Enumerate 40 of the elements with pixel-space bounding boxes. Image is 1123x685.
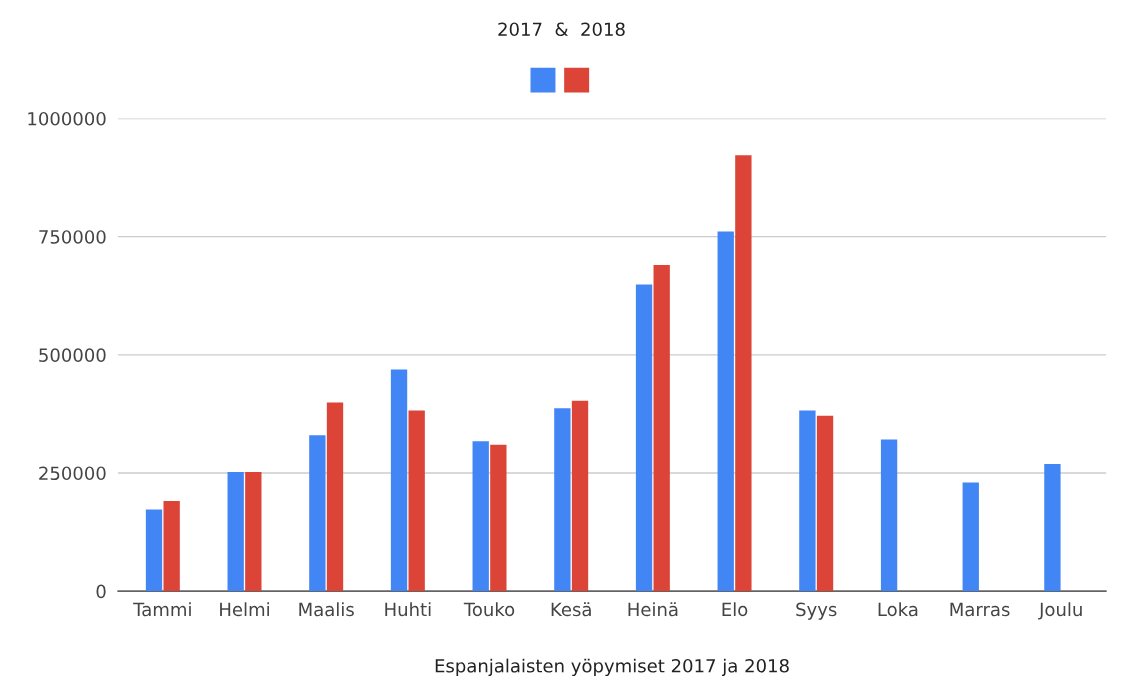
x-tick-label: Helmi [220, 602, 269, 617]
bar [880, 439, 898, 592]
x-tick-label: Heinä [628, 602, 678, 617]
bar [163, 500, 180, 592]
bar [554, 408, 571, 592]
x-tick-label: Joulu [1038, 602, 1082, 620]
y-tick-label: 500000 [39, 348, 106, 362]
x-tick-label: Touko [463, 602, 515, 617]
bar [390, 369, 408, 592]
bar [472, 441, 489, 592]
bar [245, 472, 262, 592]
bar [227, 472, 244, 592]
bar [717, 231, 734, 592]
bar [309, 435, 326, 592]
x-tick-label: Tammi [133, 602, 191, 617]
x-tick-label: Huhti [385, 602, 431, 617]
bar [145, 509, 163, 592]
y-tick-label: 1000000 [28, 111, 106, 126]
bar [408, 410, 425, 592]
bar [962, 482, 979, 592]
bar [326, 402, 344, 592]
bar [635, 284, 653, 592]
y-tick-label: 750000 [39, 230, 106, 244]
x-tick-label: Syys [796, 602, 837, 620]
y-tick-label: 0 [96, 584, 106, 599]
bar [816, 415, 834, 592]
bar [735, 155, 752, 592]
chart-title: 2017 & 2018 [498, 22, 625, 37]
x-tick-label: Elo [722, 602, 748, 617]
x-tick-label: Kesä [551, 602, 591, 617]
bar [490, 444, 507, 592]
x-tick-label: Loka [878, 602, 918, 617]
bar [571, 400, 589, 592]
bar [1044, 464, 1061, 592]
x-tick-label: Marras [950, 602, 1010, 617]
x-axis-title: Espanjalaisten yöpymiset 2017 ja 2018 [435, 658, 789, 677]
x-tick-label: Maalis [299, 602, 354, 617]
y-tick-label: 250000 [39, 466, 106, 481]
bar [799, 410, 816, 592]
bar [653, 265, 670, 592]
